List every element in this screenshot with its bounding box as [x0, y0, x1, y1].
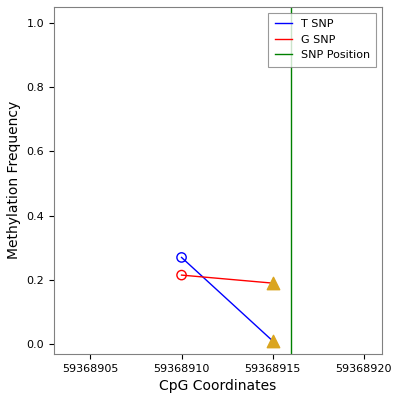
Point [270, 338, 276, 344]
Y-axis label: Methylation Frequency: Methylation Frequency [7, 101, 21, 260]
Point [178, 272, 185, 278]
Point [178, 254, 185, 261]
Legend: T SNP, G SNP, SNP Position: T SNP, G SNP, SNP Position [268, 12, 376, 67]
Point [270, 280, 276, 286]
X-axis label: CpG Coordinates: CpG Coordinates [159, 379, 277, 393]
